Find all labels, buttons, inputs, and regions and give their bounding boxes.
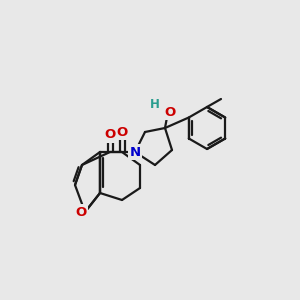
Text: O: O <box>75 206 87 218</box>
Text: O: O <box>164 106 175 118</box>
Text: O: O <box>104 128 116 142</box>
Text: O: O <box>116 125 128 139</box>
Text: N: N <box>129 146 141 158</box>
Text: H: H <box>150 98 160 112</box>
